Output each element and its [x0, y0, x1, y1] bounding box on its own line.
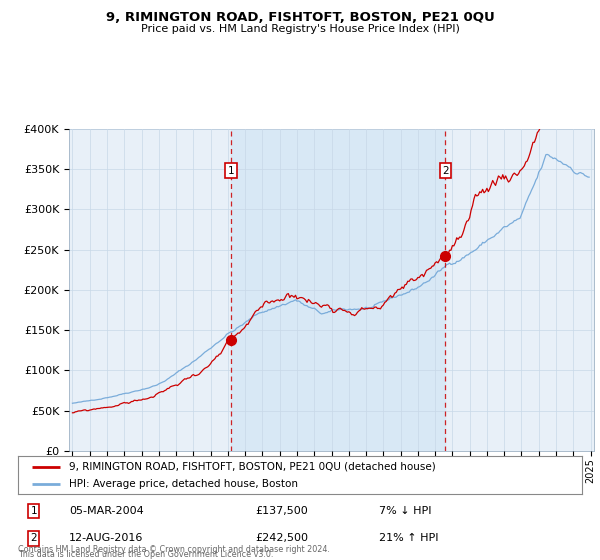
Text: This data is licensed under the Open Government Licence v3.0.: This data is licensed under the Open Gov…	[18, 550, 274, 559]
Text: 1: 1	[31, 506, 37, 516]
Text: HPI: Average price, detached house, Boston: HPI: Average price, detached house, Bost…	[69, 479, 298, 489]
Text: Price paid vs. HM Land Registry's House Price Index (HPI): Price paid vs. HM Land Registry's House …	[140, 24, 460, 34]
Text: £242,500: £242,500	[255, 534, 308, 543]
Text: 2: 2	[442, 166, 449, 176]
Text: 2: 2	[31, 534, 37, 543]
Text: 12-AUG-2016: 12-AUG-2016	[69, 534, 143, 543]
Text: 21% ↑ HPI: 21% ↑ HPI	[379, 534, 439, 543]
Text: 9, RIMINGTON ROAD, FISHTOFT, BOSTON, PE21 0QU: 9, RIMINGTON ROAD, FISHTOFT, BOSTON, PE2…	[106, 11, 494, 24]
Text: 1: 1	[228, 166, 235, 176]
Text: Contains HM Land Registry data © Crown copyright and database right 2024.: Contains HM Land Registry data © Crown c…	[18, 545, 330, 554]
Text: 9, RIMINGTON ROAD, FISHTOFT, BOSTON, PE21 0QU (detached house): 9, RIMINGTON ROAD, FISHTOFT, BOSTON, PE2…	[69, 461, 436, 472]
Bar	[232, 129, 445, 451]
Text: 05-MAR-2004: 05-MAR-2004	[69, 506, 143, 516]
Text: 7% ↓ HPI: 7% ↓ HPI	[379, 506, 431, 516]
Text: £137,500: £137,500	[255, 506, 308, 516]
